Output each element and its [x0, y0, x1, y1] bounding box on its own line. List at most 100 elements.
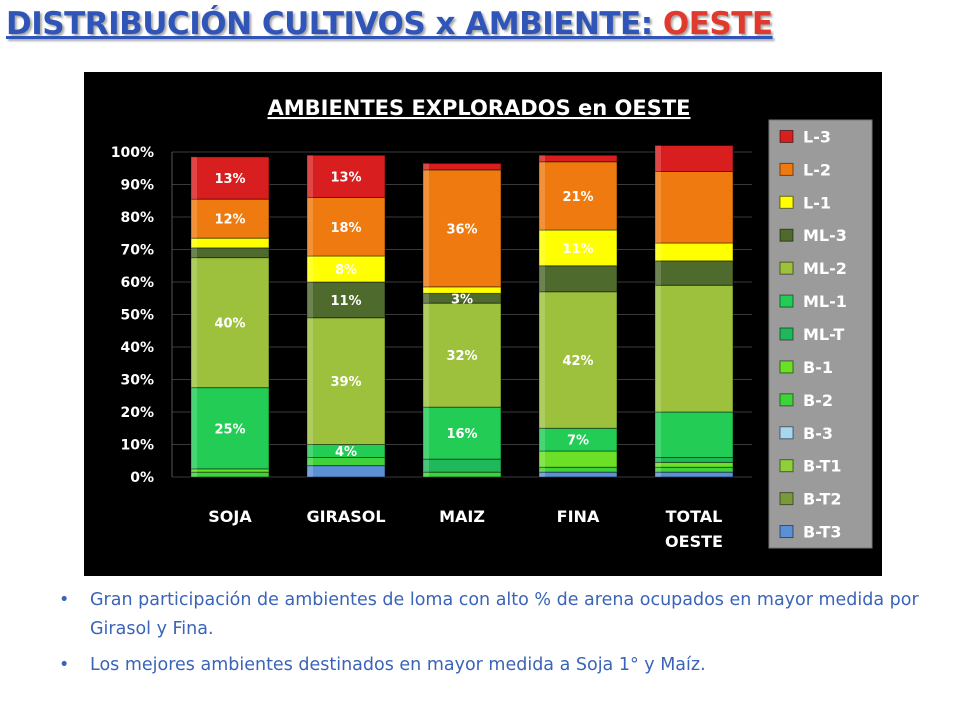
x-tick-label: TOTAL — [666, 507, 723, 526]
legend-label: ML-1 — [803, 292, 847, 311]
bar-segment-highlight — [307, 317, 313, 445]
legend-swatch — [779, 492, 794, 506]
bar-segment — [538, 471, 618, 478]
bar-segment — [654, 284, 734, 413]
bar-segment-highlight — [423, 407, 429, 460]
data-label: 21% — [562, 190, 593, 205]
legend-swatch — [779, 459, 794, 473]
bar-segment-highlight — [655, 285, 661, 412]
y-tick-label: 60% — [120, 275, 154, 291]
data-label: 13% — [214, 172, 245, 187]
bar-segment — [654, 457, 734, 463]
data-label: 40% — [214, 317, 245, 332]
bullet-dot: • — [59, 590, 70, 610]
bar-segment-highlight — [423, 293, 429, 304]
legend-label: L-1 — [803, 193, 831, 212]
y-tick-label: 70% — [120, 243, 154, 259]
bar-segment-highlight — [655, 412, 661, 458]
bar-segment — [190, 198, 270, 239]
bar-segment-highlight — [307, 256, 313, 282]
bar-segment — [306, 317, 386, 445]
data-label: 16% — [446, 427, 477, 442]
bar-segment-highlight — [191, 468, 197, 473]
bar-segment-highlight — [307, 197, 313, 256]
bullet-item: • Los mejores ambientes destinados en may… — [56, 651, 936, 680]
bar-segment — [654, 466, 734, 473]
bar-segment-highlight — [191, 199, 197, 239]
bar-segment — [422, 458, 502, 473]
y-tick-label: 10% — [120, 438, 154, 454]
bar-segment-highlight — [539, 451, 545, 468]
bar-segment — [538, 161, 618, 231]
legend-label: B-1 — [803, 358, 833, 377]
x-tick-label: OESTE — [665, 532, 723, 551]
legend-swatch — [779, 426, 794, 440]
data-label: 4% — [335, 445, 357, 460]
y-tick-label: 80% — [120, 210, 154, 226]
x-tick-label: SOJA — [208, 507, 252, 526]
y-tick-label: 50% — [120, 308, 154, 324]
bar-segment-highlight — [191, 387, 197, 469]
bar-segment — [422, 406, 502, 460]
bar-segment-highlight — [191, 247, 197, 258]
chart-panel: AMBIENTES EXPLORADOS en OESTE 0% 10% 20% 30%… — [84, 72, 882, 576]
x-tick-label: GIRASOL — [306, 507, 385, 526]
y-tick-label: 20% — [120, 405, 154, 421]
legend-label: ML-2 — [803, 259, 847, 278]
bar-segment — [422, 286, 502, 294]
bar-segment-highlight — [423, 459, 429, 473]
bar-segment-highlight — [423, 472, 429, 477]
y-tick-label: 90% — [120, 178, 154, 194]
legend-swatch — [779, 525, 794, 539]
y-tick-label: 0% — [130, 470, 154, 486]
bar-segment-highlight — [191, 472, 197, 477]
bar-segment — [654, 242, 734, 262]
bar-segment-highlight — [307, 155, 313, 198]
bar-segment-highlight — [423, 163, 429, 170]
bar-segment — [306, 465, 386, 478]
data-label: 11% — [330, 294, 361, 309]
bullet-list: • Gran participación de ambientes de loma… — [56, 586, 936, 687]
bar-segment-highlight — [307, 457, 313, 466]
bar-segment-highlight — [307, 444, 313, 458]
bar-segment-highlight — [655, 260, 661, 286]
legend-label: B-3 — [803, 424, 833, 443]
bar-segment-highlight — [191, 156, 197, 200]
legend-label: B-T3 — [803, 523, 842, 542]
legend-swatch — [779, 294, 794, 308]
bar-segment — [538, 291, 618, 429]
bar-segment — [654, 260, 734, 286]
bar-segment — [190, 471, 270, 478]
bar-segment — [538, 466, 618, 473]
bar-segment-highlight — [655, 171, 661, 243]
bar-segment-highlight — [655, 457, 661, 463]
bar-segment-highlight — [539, 161, 545, 230]
bar-segment — [190, 247, 270, 259]
bar-segment-highlight — [539, 291, 545, 429]
bar-segment — [538, 154, 618, 163]
legend-label: ML-T — [803, 325, 844, 344]
bar-segment — [190, 237, 270, 249]
legend-swatch — [779, 129, 794, 143]
data-label: 7% — [567, 434, 589, 449]
x-tick-label: FINA — [557, 507, 600, 526]
legend-swatch — [779, 195, 794, 209]
data-label: 25% — [214, 422, 245, 437]
bar-segment-highlight — [423, 303, 429, 408]
data-label: 8% — [335, 263, 357, 278]
bullet-text: Gran participación de ambientes de loma … — [90, 590, 919, 639]
legend-swatch — [779, 162, 794, 176]
legend-swatch — [779, 360, 794, 374]
bar-segment — [654, 145, 734, 172]
bar-segment-highlight — [539, 428, 545, 451]
bar-segment-highlight — [191, 238, 197, 248]
data-label: 39% — [330, 375, 361, 390]
bar-segment — [654, 171, 734, 244]
data-label: 13% — [330, 170, 361, 185]
chart-title: AMBIENTES EXPLORADOS en OESTE — [267, 96, 690, 120]
legend-swatch — [779, 393, 794, 407]
x-tick-label: MAIZ — [439, 507, 485, 526]
bar-segment — [654, 471, 734, 478]
bar-segment — [654, 461, 734, 468]
y-tick-label: 40% — [120, 340, 154, 356]
